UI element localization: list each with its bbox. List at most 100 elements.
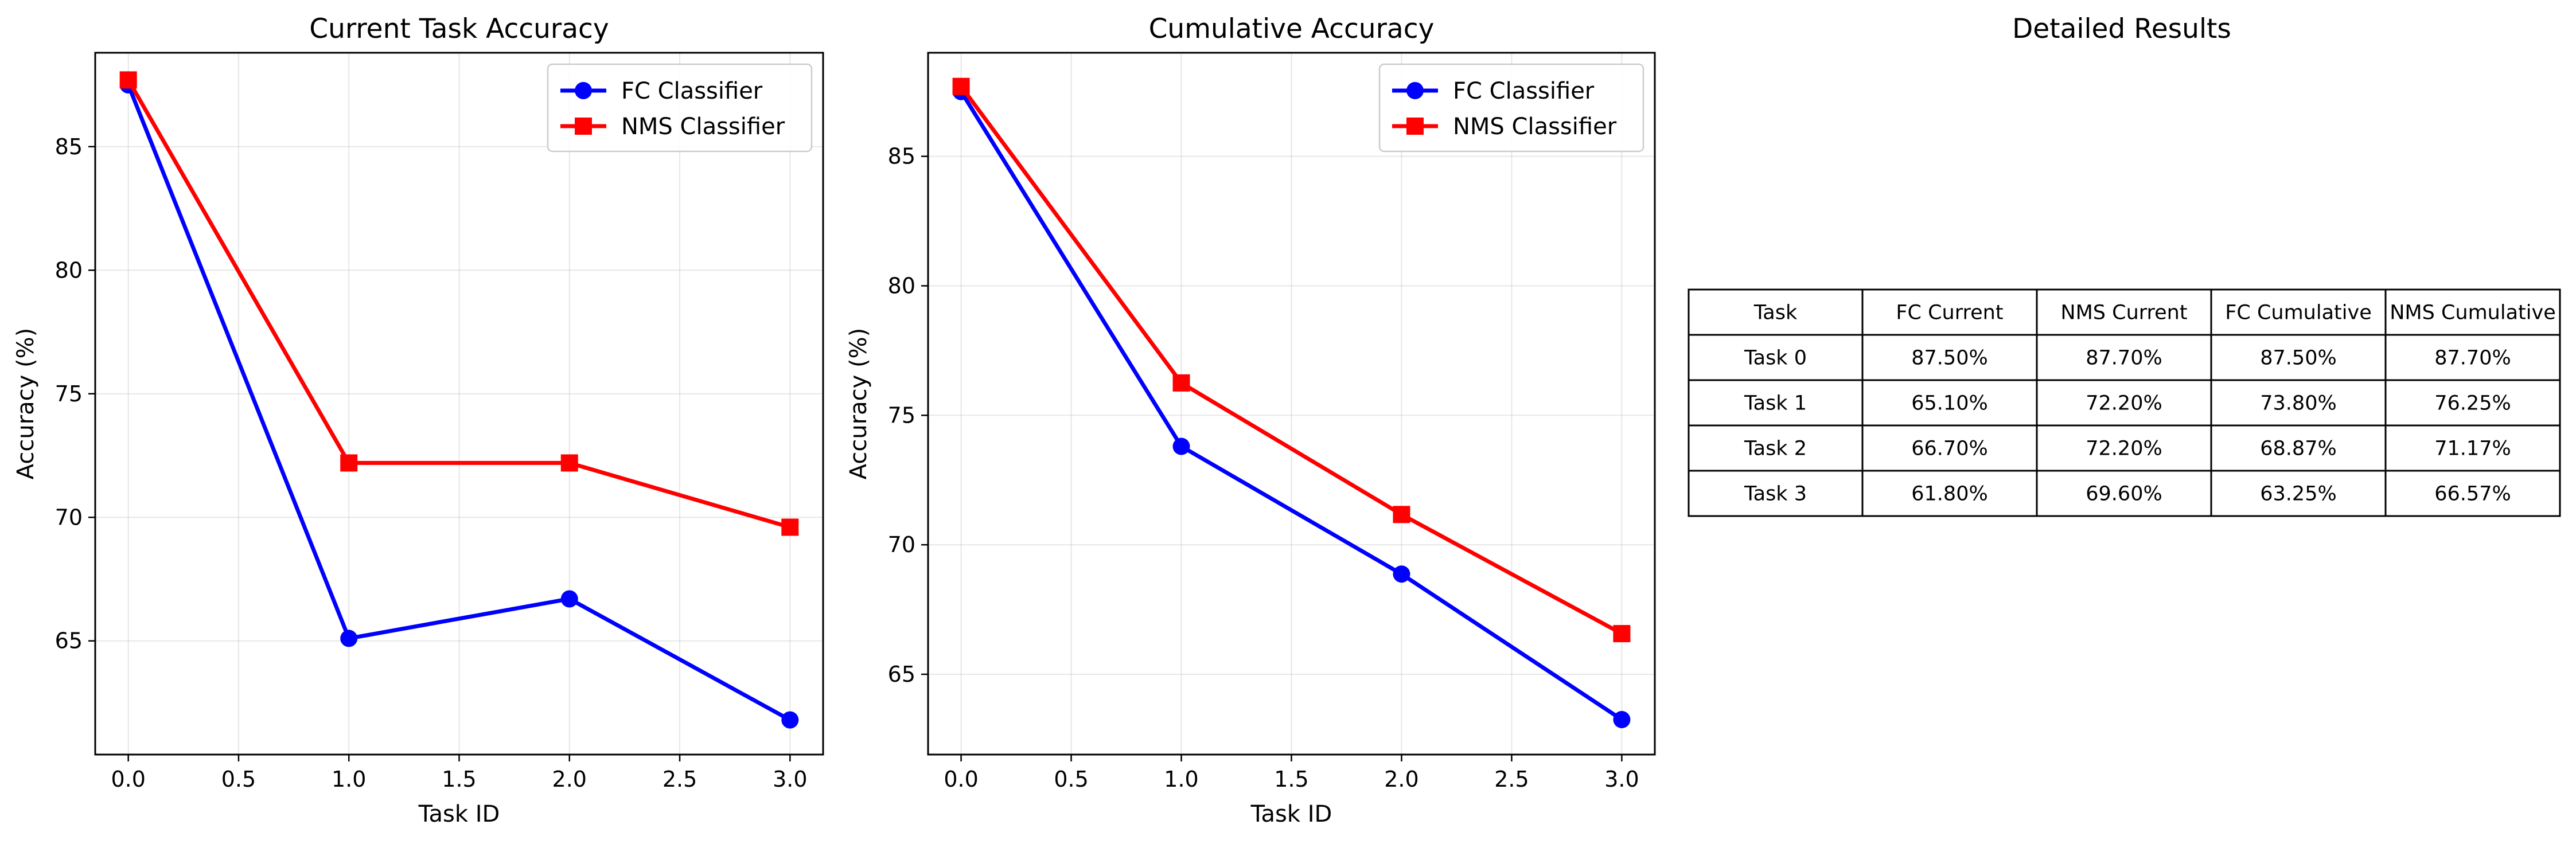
table-cell bbox=[1861, 424, 2038, 472]
table-cell-text: Task 1 bbox=[1744, 392, 1807, 415]
chart-panel-1: 0.0 0.5 1.0 1.5 2.0 2.5 3.0 65 70 75 80 85 Current T… bbox=[13, 13, 824, 827]
y-axis-label: Accuracy (%) bbox=[13, 328, 39, 480]
table-cell bbox=[2210, 470, 2387, 517]
y-tick-label: 80 bbox=[888, 273, 915, 298]
y-tick-label: 70 bbox=[888, 532, 915, 557]
table-cell bbox=[1861, 470, 2038, 517]
table-cell bbox=[2384, 424, 2561, 472]
table-title: Detailed Results bbox=[2012, 13, 2231, 45]
x-tick-label: 3.0 bbox=[1604, 767, 1639, 792]
chart-title: Cumulative Accuracy bbox=[1149, 13, 1435, 45]
table-cell-text: 73.80% bbox=[2260, 392, 2336, 415]
table-cell bbox=[1861, 334, 2038, 381]
legend-marker bbox=[575, 82, 592, 99]
table-header-cell bbox=[2210, 288, 2387, 336]
series-line-1 bbox=[126, 82, 793, 723]
table-header-label: NMS Cumulative bbox=[2390, 302, 2556, 325]
y-tick-label: 65 bbox=[888, 662, 915, 687]
data-point bbox=[1613, 625, 1631, 643]
chart-title: Current Task Accuracy bbox=[309, 13, 609, 45]
table-header-cell bbox=[2036, 288, 2212, 336]
table-header-cell bbox=[1861, 288, 2038, 336]
table-cell-text: Task 0 bbox=[1744, 347, 1807, 370]
table-header-label: FC Current bbox=[1896, 302, 2003, 325]
series-line-2 bbox=[958, 83, 1625, 636]
data-point bbox=[781, 518, 799, 536]
data-point bbox=[119, 71, 137, 89]
legend-marker bbox=[575, 118, 592, 135]
table-cell-text: Task 3 bbox=[1744, 483, 1807, 506]
legend-marker bbox=[1406, 82, 1424, 99]
table-cell-text: 72.20% bbox=[2086, 437, 2162, 460]
table-cell-text: 69.60% bbox=[2086, 483, 2162, 506]
legend-box bbox=[547, 63, 813, 153]
data-point bbox=[1172, 374, 1190, 392]
x-tick-label: 2.5 bbox=[662, 767, 697, 792]
legend-label: FC Classifier bbox=[1453, 78, 1595, 104]
y-tick-label: 70 bbox=[55, 505, 83, 530]
table-cell bbox=[2036, 334, 2212, 381]
table-header-label: NMS Current bbox=[2060, 302, 2187, 325]
table-cell-text: 66.70% bbox=[1911, 437, 1987, 460]
data-point bbox=[1613, 711, 1631, 729]
table-cell-text: Task 2 bbox=[1744, 437, 1807, 460]
table-cell bbox=[2036, 470, 2212, 517]
table-cell-text: 61.80% bbox=[1911, 483, 1987, 506]
legend-label: NMS Classifier bbox=[1453, 114, 1617, 140]
x-tick-label: 0.5 bbox=[221, 767, 256, 792]
y-tick-label: 75 bbox=[55, 381, 83, 407]
table-cell-text: 68.87% bbox=[2260, 437, 2336, 460]
x-tick-label: 3.0 bbox=[773, 767, 807, 792]
y-tick-label: 65 bbox=[55, 628, 83, 654]
x-tick-label: 2.5 bbox=[1494, 767, 1529, 792]
x-tick-label: 0.0 bbox=[944, 767, 978, 792]
x-tick-label: 1.5 bbox=[1274, 767, 1308, 792]
y-axis-label: Accuracy (%) bbox=[845, 328, 872, 480]
chart-panel-2: 0.0 0.5 1.0 1.5 2.0 2.5 3.0 65 70 75 80 85 Cumulativ… bbox=[845, 13, 1656, 827]
series-line-2 bbox=[125, 77, 793, 530]
table-cell bbox=[2036, 424, 2212, 472]
table-cell-text: 87.70% bbox=[2086, 347, 2162, 370]
table-cell-text: 71.17% bbox=[2434, 437, 2511, 460]
table-header-cell bbox=[2384, 288, 2561, 336]
legend-marker bbox=[1406, 118, 1424, 135]
table-cell-text: 87.70% bbox=[2434, 347, 2511, 370]
y-tick-label: 85 bbox=[888, 144, 915, 169]
results-table: Detailed Results Task FC Current NMS Curren… bbox=[1688, 13, 2561, 517]
table-cell bbox=[1688, 424, 1864, 472]
table-cell bbox=[2384, 334, 2561, 381]
table-cell-text: 66.57% bbox=[2434, 483, 2511, 506]
data-point bbox=[340, 454, 358, 472]
table-header-label: FC Cumulative bbox=[2225, 302, 2371, 325]
x-tick-label: 2.0 bbox=[552, 767, 587, 792]
table-cell bbox=[2384, 470, 2561, 517]
legend: FC Classifier NMS Classifier bbox=[1378, 63, 1644, 153]
legend-box bbox=[1378, 63, 1644, 153]
x-tick-label: 1.0 bbox=[1164, 767, 1198, 792]
data-point bbox=[1393, 506, 1410, 523]
data-point bbox=[952, 77, 970, 95]
table-cell-text: 72.20% bbox=[2086, 392, 2162, 415]
y-tick-label: 85 bbox=[55, 134, 83, 159]
data-point bbox=[1393, 565, 1410, 583]
x-tick-label: 2.0 bbox=[1384, 767, 1418, 792]
x-axis-label: Task ID bbox=[1250, 801, 1332, 827]
data-point bbox=[560, 454, 578, 472]
legend-label: FC Classifier bbox=[621, 78, 763, 104]
table-cell bbox=[2384, 379, 2561, 427]
series-line-1 bbox=[958, 88, 1625, 722]
table-cell-text: 87.50% bbox=[2260, 347, 2336, 370]
y-tick-label: 80 bbox=[55, 257, 83, 283]
x-tick-label: 1.5 bbox=[442, 767, 476, 792]
x-tick-label: 1.0 bbox=[332, 767, 366, 792]
x-tick-label: 0.0 bbox=[111, 767, 145, 792]
data-point bbox=[560, 590, 578, 608]
x-axis-label: Task ID bbox=[418, 801, 500, 827]
table-cell-text: 76.25% bbox=[2434, 392, 2511, 415]
data-point bbox=[340, 630, 358, 647]
legend-label: NMS Classifier bbox=[621, 114, 785, 140]
data-point bbox=[1172, 437, 1190, 455]
table-header-label: Task bbox=[1753, 302, 1798, 325]
legend: FC Classifier NMS Classifier bbox=[547, 63, 813, 153]
